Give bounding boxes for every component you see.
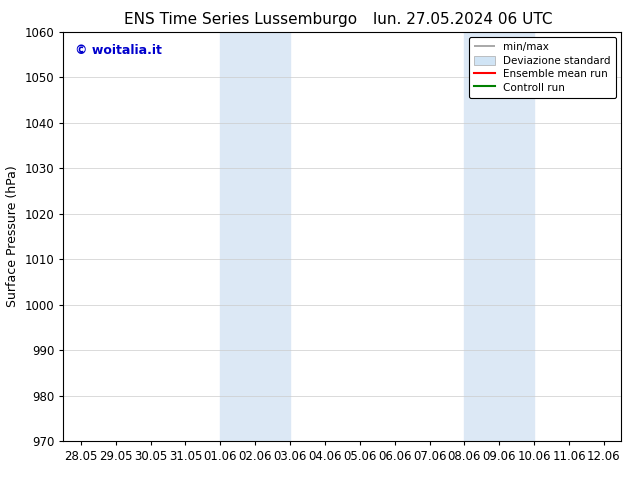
Y-axis label: Surface Pressure (hPa): Surface Pressure (hPa) [6, 166, 19, 307]
Text: © woitalia.it: © woitalia.it [75, 44, 162, 57]
Legend: min/max, Deviazione standard, Ensemble mean run, Controll run: min/max, Deviazione standard, Ensemble m… [469, 37, 616, 98]
Text: lun. 27.05.2024 06 UTC: lun. 27.05.2024 06 UTC [373, 12, 553, 27]
Bar [221, 32, 290, 441]
Bar [464, 32, 534, 441]
Text: ENS Time Series Lussemburgo: ENS Time Series Lussemburgo [124, 12, 358, 27]
